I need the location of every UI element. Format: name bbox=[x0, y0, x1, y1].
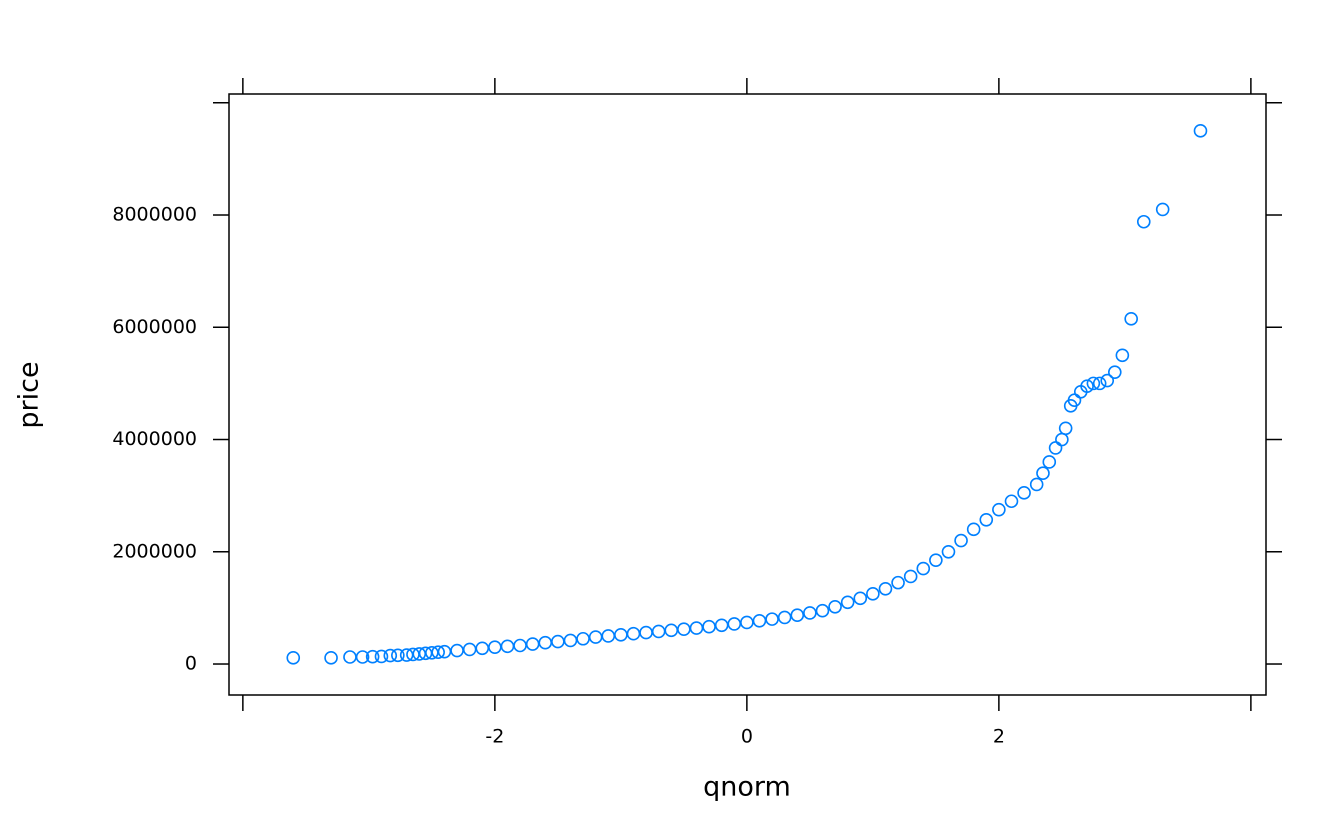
point bbox=[588, 630, 603, 644]
point bbox=[1058, 421, 1073, 436]
point bbox=[601, 629, 616, 643]
point bbox=[853, 591, 868, 606]
point bbox=[1036, 466, 1050, 480]
point bbox=[1086, 376, 1101, 391]
y-tick-label: 4000000 bbox=[112, 428, 197, 450]
point bbox=[343, 650, 357, 664]
x-tick-label: -2 bbox=[485, 726, 504, 748]
point bbox=[803, 606, 817, 620]
point bbox=[1029, 477, 1044, 492]
point bbox=[765, 612, 779, 626]
y-tick-label: 0 bbox=[185, 653, 197, 675]
point bbox=[576, 631, 590, 646]
point bbox=[891, 575, 905, 590]
point bbox=[916, 561, 931, 576]
point bbox=[488, 640, 502, 654]
point bbox=[979, 512, 994, 527]
point bbox=[752, 614, 767, 628]
point bbox=[1080, 379, 1094, 393]
point bbox=[1107, 365, 1122, 379]
point bbox=[702, 619, 716, 634]
point bbox=[790, 608, 805, 622]
y-tick-label: 6000000 bbox=[112, 316, 197, 338]
point bbox=[462, 642, 477, 657]
point bbox=[740, 615, 754, 630]
point bbox=[1193, 124, 1208, 138]
point bbox=[551, 634, 565, 649]
point bbox=[450, 643, 464, 658]
point bbox=[1042, 455, 1057, 469]
point bbox=[777, 610, 792, 625]
point bbox=[431, 645, 445, 660]
point bbox=[1136, 214, 1151, 229]
y-tick-label: 8000000 bbox=[112, 204, 197, 226]
point bbox=[840, 595, 855, 610]
point bbox=[639, 625, 653, 640]
point bbox=[1017, 486, 1031, 500]
point bbox=[391, 648, 405, 663]
point bbox=[651, 624, 666, 639]
point bbox=[992, 502, 1006, 517]
point bbox=[1048, 441, 1063, 455]
point bbox=[903, 569, 918, 584]
point bbox=[1100, 373, 1115, 388]
point bbox=[929, 553, 943, 567]
y-axis-title: price bbox=[14, 361, 45, 428]
x-tick-label: 2 bbox=[993, 726, 1005, 748]
point bbox=[828, 599, 842, 614]
point bbox=[614, 628, 628, 642]
point bbox=[677, 622, 691, 637]
point bbox=[878, 582, 893, 596]
point bbox=[954, 533, 968, 548]
point bbox=[365, 649, 380, 664]
point bbox=[1004, 494, 1019, 509]
point bbox=[1155, 202, 1170, 217]
point bbox=[475, 641, 490, 656]
point bbox=[374, 649, 389, 664]
point bbox=[815, 603, 830, 618]
point bbox=[727, 617, 742, 631]
point bbox=[1115, 348, 1130, 363]
point bbox=[538, 635, 553, 650]
point bbox=[500, 639, 515, 654]
point bbox=[941, 544, 956, 559]
panel-border bbox=[228, 93, 1267, 696]
point bbox=[689, 621, 704, 635]
point bbox=[286, 651, 301, 665]
point bbox=[324, 651, 338, 665]
point bbox=[1055, 432, 1069, 447]
point bbox=[664, 623, 679, 638]
point bbox=[966, 522, 981, 537]
point bbox=[714, 618, 729, 633]
point bbox=[1092, 376, 1107, 391]
point bbox=[383, 648, 398, 663]
point bbox=[1124, 312, 1138, 326]
point bbox=[355, 650, 370, 664]
point bbox=[866, 587, 880, 601]
point bbox=[525, 637, 540, 651]
x-tick-label: 0 bbox=[741, 726, 753, 748]
point bbox=[626, 626, 641, 641]
point bbox=[563, 633, 578, 648]
y-tick-label: 2000000 bbox=[112, 540, 197, 562]
point bbox=[513, 638, 527, 653]
x-axis-title: qnorm bbox=[703, 772, 791, 803]
